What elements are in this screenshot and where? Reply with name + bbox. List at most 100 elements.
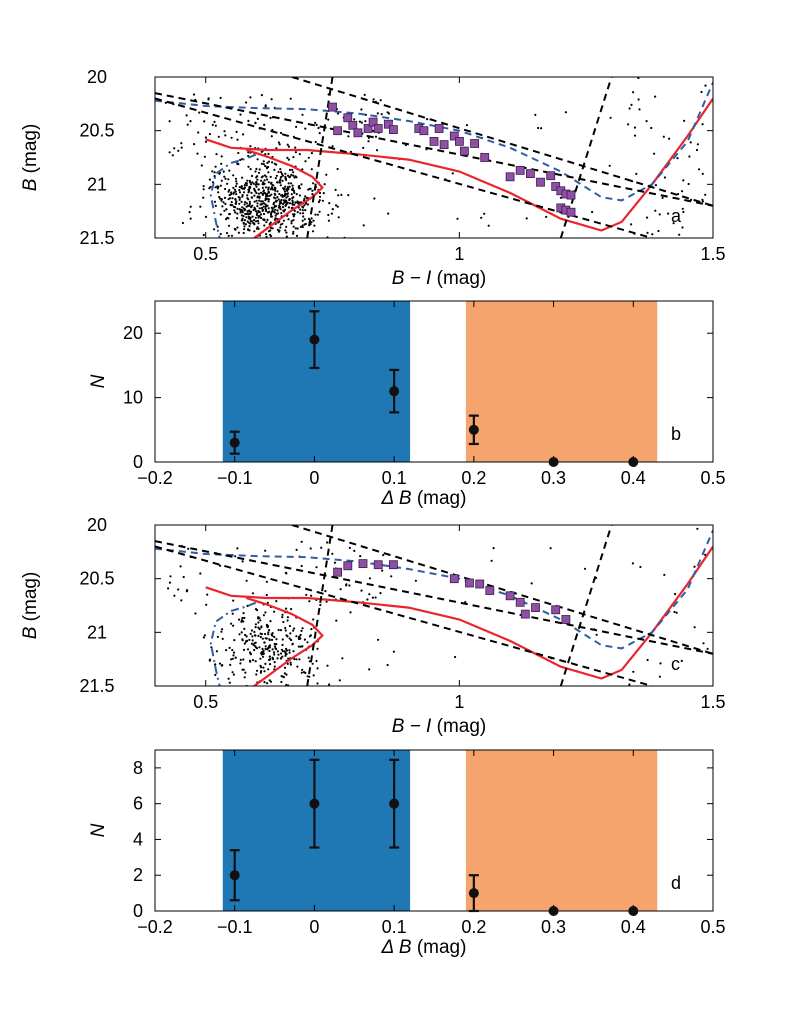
field-star [303,218,306,221]
field-star [266,682,269,685]
field-star [283,672,286,675]
field-star [261,209,264,212]
field-star [259,191,263,194]
field-star [235,130,238,133]
field-star [280,648,283,651]
field-star [245,184,248,187]
field-star [204,215,208,218]
x-tick-label: 0.5 [193,692,218,712]
field-star [236,226,239,229]
field-star [667,212,670,215]
field-star [282,676,285,679]
field-star [281,193,284,197]
field-star [249,212,252,215]
field-star [309,187,312,190]
field-star [242,215,245,218]
x-tick-label: 0.2 [461,468,486,488]
field-star [181,221,184,225]
field-star [177,149,180,152]
field-star [213,200,217,203]
field-star [274,197,277,200]
field-star [221,205,224,208]
field-star [242,612,245,615]
field-star [261,637,264,640]
field-star [702,642,705,645]
field-star [239,209,242,212]
field-star [270,227,273,230]
field-star [286,189,289,192]
plot-frame [154,300,714,463]
field-star [227,224,231,227]
field-star [234,185,238,188]
field-star [282,620,285,624]
field-star [214,204,217,207]
field-star [331,208,334,211]
field-star [236,547,239,550]
field-star [260,176,263,179]
field-star [244,212,247,216]
field-star [492,547,495,550]
x-tick-label: 0.3 [541,917,566,937]
field-star [366,598,369,601]
field-star [360,121,363,124]
field-star [451,172,454,175]
field-star [286,186,289,189]
field-star [316,213,319,216]
field-star [254,626,257,629]
field-star [658,213,661,216]
field-star [238,618,241,621]
star-marker [343,561,353,571]
field-star [276,657,279,660]
field-star [704,193,707,196]
x-tick-label: 0.5 [700,468,725,488]
field-star [168,581,172,584]
fiducial-dashed-line [209,601,257,686]
field-star [276,190,279,193]
field-star [701,198,704,201]
fiducial-dashed-line [155,82,713,202]
field-star [253,230,256,233]
field-star [275,600,278,603]
field-star [323,183,326,186]
field-star [280,198,283,202]
field-star [318,191,322,195]
field-star [237,231,240,234]
y-tick-label: 8 [133,758,143,778]
field-star [298,658,301,661]
field-star [267,190,270,193]
field-star [264,645,267,648]
field-star [265,195,268,198]
field-star [635,172,638,175]
field-star [277,198,280,201]
field-star [286,143,289,146]
field-star [263,641,266,644]
field-star [480,216,483,219]
field-star [279,184,282,187]
field-star [204,140,208,143]
field-star [279,629,283,632]
field-star [264,153,267,156]
axis-var: B [20,178,41,191]
data-point [389,386,400,397]
field-star [687,182,690,186]
field-star [273,168,276,171]
field-star [269,175,272,178]
panel-tag: c [671,654,680,674]
field-star [313,224,316,227]
field-star [696,527,699,530]
field-star [218,662,222,665]
field-star [268,663,272,666]
field-star [336,112,340,115]
field-star [284,629,287,632]
field-star [254,634,257,637]
field-star [282,209,285,212]
field-star [262,218,265,221]
field-star [307,156,310,159]
field-star [269,182,273,185]
field-star [300,671,303,674]
field-star [231,197,234,200]
field-star [262,666,265,669]
field-star [294,201,297,204]
field-star [208,178,211,181]
field-star [265,204,268,207]
